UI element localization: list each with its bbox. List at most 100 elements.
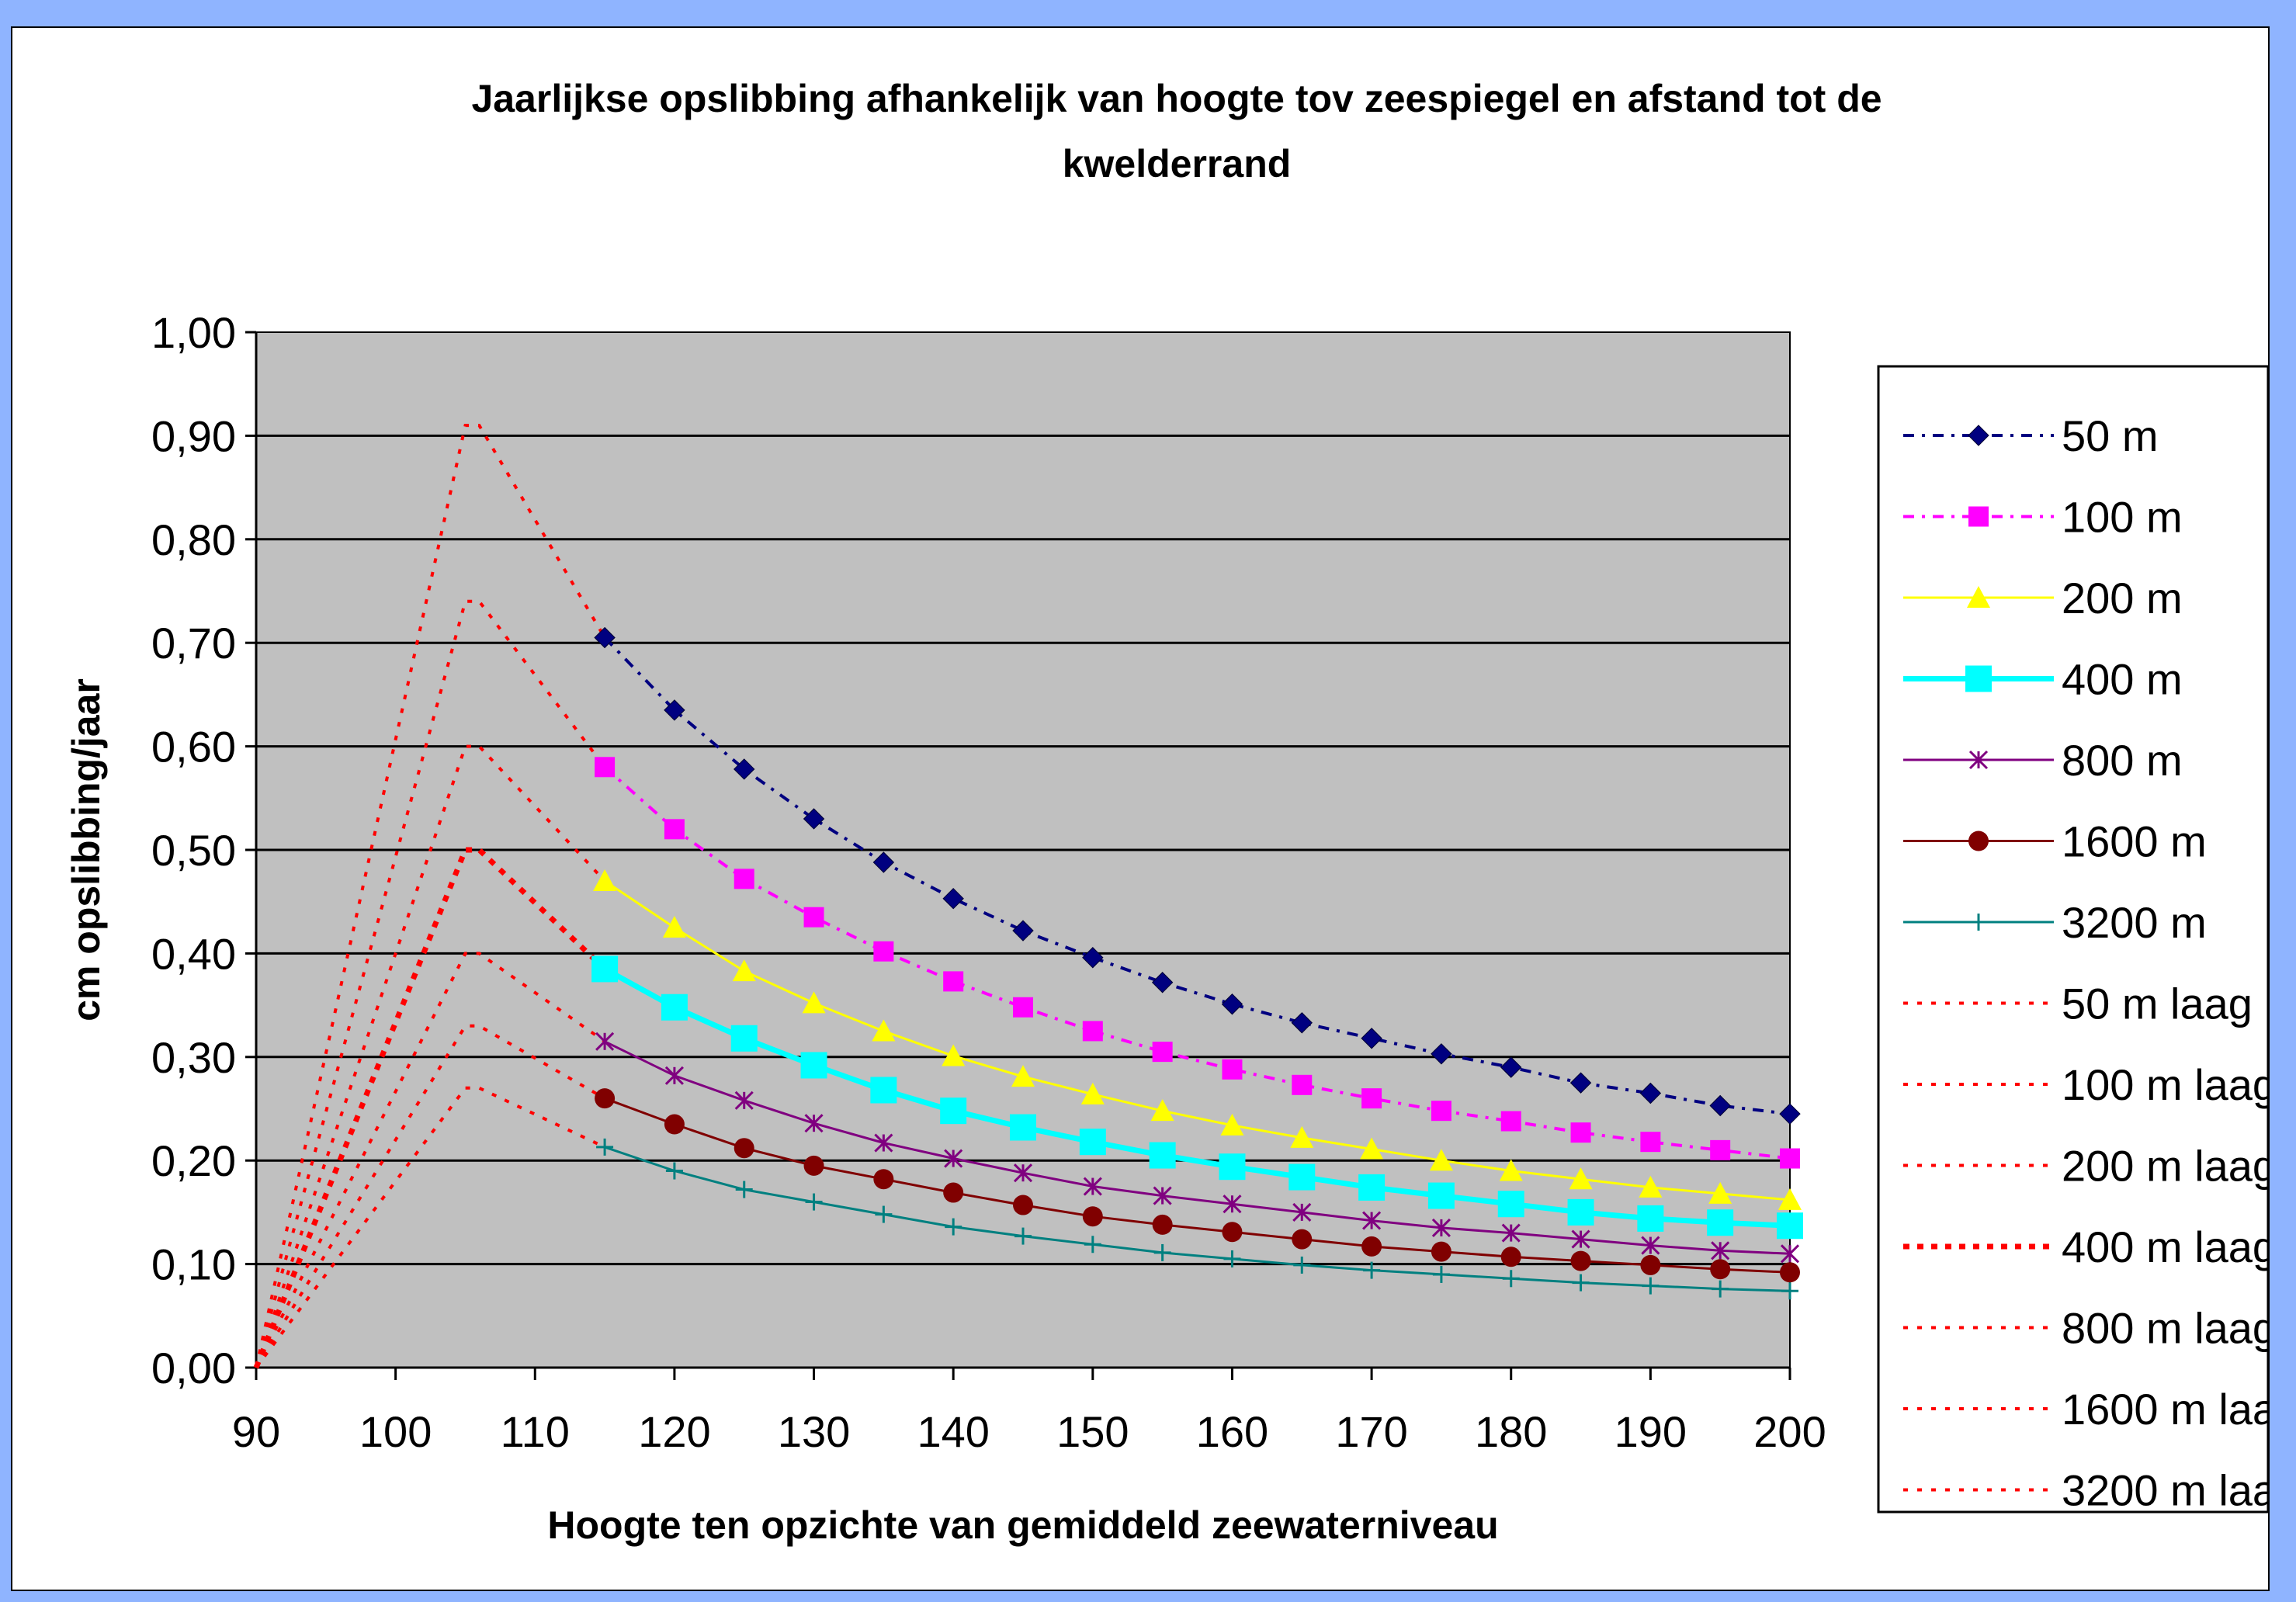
data-point xyxy=(1361,1236,1382,1257)
data-point xyxy=(1502,1270,1520,1288)
series-line-1 xyxy=(603,765,1791,1160)
data-point xyxy=(1152,1042,1173,1063)
legend-label: 1600 m laag xyxy=(2062,1385,2268,1434)
data-point xyxy=(1083,1177,1102,1196)
x-tick-label: 200 xyxy=(1753,1407,1826,1456)
data-point xyxy=(1642,1277,1660,1295)
data-point xyxy=(662,916,686,938)
data-point xyxy=(942,887,964,910)
data-point xyxy=(593,869,617,892)
data-point xyxy=(1361,1088,1382,1109)
x-tick-label: 190 xyxy=(1614,1407,1687,1456)
legend-items: 50 m 100 m 200 m 400 m 800 m 1600 m 3200 m 50 m… xyxy=(1903,411,2268,1515)
data-point xyxy=(1431,1043,1452,1065)
data-point xyxy=(875,1205,893,1223)
data-point xyxy=(1079,1129,1106,1156)
data-point xyxy=(1432,1265,1450,1283)
data-point xyxy=(732,959,756,982)
legend-item: 3200 m laag xyxy=(1903,1466,2268,1515)
data-point xyxy=(943,1182,964,1203)
legend-item: 50 m laag xyxy=(1903,980,2253,1028)
series-line-2 xyxy=(604,879,1791,1202)
legend-label: 200 m laag xyxy=(2062,1142,2268,1191)
data-point xyxy=(1288,1163,1316,1191)
data-point xyxy=(594,626,616,649)
legend-item: 1600 m laag xyxy=(1903,1385,2268,1434)
legend-swatch-marker xyxy=(1965,665,1992,692)
x-tick-label: 110 xyxy=(501,1407,570,1456)
series-line-5 xyxy=(604,1097,1791,1274)
data-point xyxy=(1291,1012,1313,1034)
data-point xyxy=(1709,1094,1731,1117)
data-point xyxy=(1151,972,1174,993)
data-point xyxy=(1431,1218,1451,1237)
data-point xyxy=(1363,1261,1381,1279)
data-point xyxy=(1500,1111,1521,1132)
data-point xyxy=(1222,1222,1243,1243)
x-tick-label: 140 xyxy=(917,1407,989,1456)
data-point xyxy=(1780,1148,1800,1169)
legend-label: 800 m xyxy=(2062,736,2183,785)
y-tick-label: 1,00 xyxy=(151,308,236,357)
data-point xyxy=(1781,1282,1798,1300)
data-point xyxy=(803,907,824,928)
y-tick-label: 0,90 xyxy=(151,411,236,460)
data-point xyxy=(1153,1186,1172,1205)
data-point xyxy=(945,1218,962,1236)
series-lines xyxy=(603,636,1791,1292)
legend-label: 50 m laag xyxy=(2062,980,2253,1028)
data-point xyxy=(1223,1250,1241,1267)
data-point xyxy=(872,851,895,873)
data-point xyxy=(873,1169,894,1190)
x-tick-label: 90 xyxy=(232,1407,280,1456)
data-point xyxy=(1712,1280,1729,1298)
data-point xyxy=(943,971,964,992)
y-tick-label: 0,60 xyxy=(151,723,236,772)
data-point xyxy=(1431,1101,1451,1122)
data-point xyxy=(1360,1137,1384,1160)
legend-swatch-marker xyxy=(1968,750,1989,770)
x-tick-label: 170 xyxy=(1335,1407,1407,1456)
y-axis-label: cm opslibbing/jaar xyxy=(64,678,108,1021)
legend-item: 1600 m xyxy=(1903,817,2207,866)
legend-label: 400 m laag xyxy=(2062,1222,2268,1271)
y-tick-label: 0,30 xyxy=(151,1033,236,1082)
legend-swatch-marker xyxy=(1968,425,1989,446)
data-point xyxy=(944,1149,963,1168)
data-point xyxy=(803,808,825,830)
data-point xyxy=(1431,1241,1451,1262)
data-point xyxy=(1222,1059,1243,1080)
data-point xyxy=(870,1077,897,1104)
data-point xyxy=(665,1162,683,1180)
legend-item: 3200 m xyxy=(1903,898,2207,947)
x-tick-label: 120 xyxy=(638,1407,710,1456)
legend-label: 3200 m laag xyxy=(2062,1466,2268,1515)
data-point xyxy=(1640,1254,1661,1275)
legend-label: 800 m laag xyxy=(2062,1304,2268,1353)
legend-label: 100 m xyxy=(2062,493,2183,542)
legend-label: 400 m xyxy=(2062,655,2183,704)
data-point xyxy=(595,1088,616,1109)
data-point xyxy=(1569,1072,1592,1094)
data-point xyxy=(1707,1209,1734,1236)
axes: 0,00 0,10 0,20 0,30 0,40 0,50 0,60 0,70 0,80 0,90… xyxy=(151,308,1826,1456)
data-point xyxy=(1292,1074,1313,1095)
data-point xyxy=(802,991,826,1014)
data-point xyxy=(1778,1188,1802,1210)
data-point xyxy=(1219,1153,1246,1181)
legend-label: 3200 m xyxy=(2062,898,2207,947)
y-tick-label: 0,70 xyxy=(151,619,236,668)
legend-item: 100 m xyxy=(1903,493,2183,542)
data-point xyxy=(1569,1167,1593,1190)
data-point xyxy=(734,758,755,780)
data-point xyxy=(1571,1229,1590,1249)
gridlines xyxy=(256,434,1790,1266)
data-point xyxy=(1223,1195,1242,1214)
chart-title-line-2: kwelderrand xyxy=(1063,142,1292,186)
data-point xyxy=(1014,1227,1032,1245)
chart-svg: Jaarlijkse opslibbing afhankelijk van ho… xyxy=(64,77,2268,1547)
data-point xyxy=(734,869,754,889)
legend-item: 400 m laag xyxy=(1903,1222,2268,1271)
data-point xyxy=(873,941,894,962)
data-point xyxy=(1153,1243,1171,1261)
